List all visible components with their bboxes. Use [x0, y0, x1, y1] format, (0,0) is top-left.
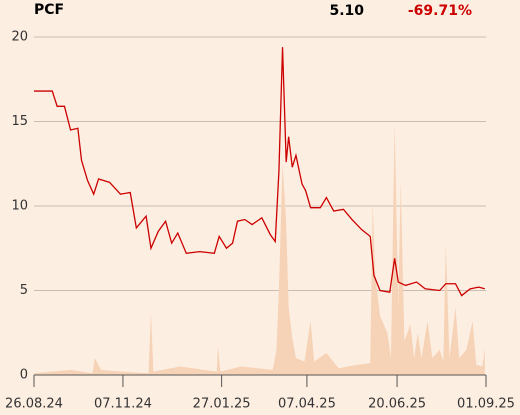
last-price: 5.10 [329, 3, 364, 19]
x-tick-label: 20.06.25 [368, 397, 426, 412]
x-tick-label: 01.09.25 [457, 397, 515, 412]
volume-area [34, 121, 485, 375]
price-line [34, 47, 485, 297]
x-tick-label: 27.01.25 [193, 397, 251, 412]
price-change: -69.71% [408, 3, 472, 19]
y-tick-label: 20 [11, 30, 28, 45]
y-tick-label: 15 [11, 114, 28, 129]
x-tick-label: 07.04.25 [278, 397, 336, 412]
x-tick-label: 07.11.24 [94, 397, 152, 412]
y-tick-label: 0 [20, 368, 28, 383]
y-tick-label: 5 [20, 283, 28, 298]
y-tick-label: 10 [11, 199, 28, 214]
x-tick-label: 26.08.24 [5, 397, 63, 412]
ticker: PCF [34, 2, 64, 18]
